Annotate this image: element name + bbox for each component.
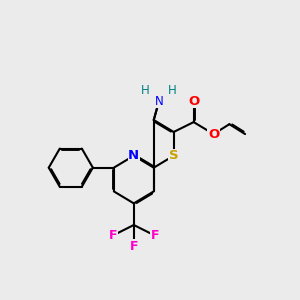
Text: S: S: [169, 149, 178, 162]
Text: H: H: [141, 84, 150, 97]
Text: N: N: [154, 94, 164, 108]
Text: F: F: [151, 229, 159, 242]
Text: H: H: [168, 84, 177, 97]
Text: O: O: [188, 94, 199, 108]
Text: O: O: [208, 128, 219, 141]
Text: N: N: [128, 149, 140, 162]
Text: F: F: [109, 229, 117, 242]
Text: F: F: [130, 239, 138, 253]
